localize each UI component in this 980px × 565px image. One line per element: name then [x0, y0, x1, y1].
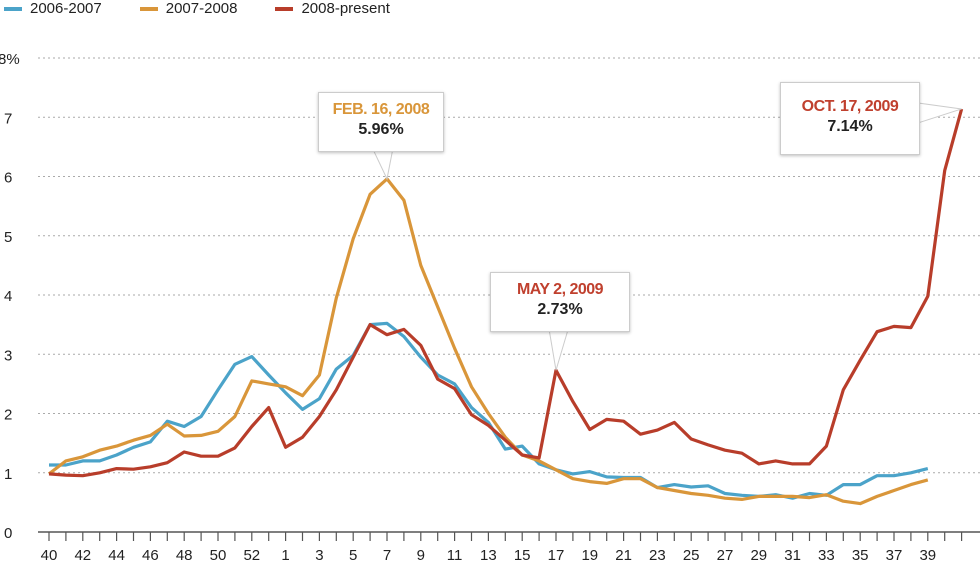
y-tick-label: 4	[4, 288, 12, 305]
x-tick-label: 37	[886, 547, 903, 564]
x-tick-label: 52	[243, 547, 260, 564]
y-tick-label: 7	[4, 110, 12, 127]
x-tick-label: 13	[480, 547, 497, 564]
y-tick-label: 6	[4, 170, 12, 187]
callout-date: MAY 2, 2009	[516, 281, 604, 298]
x-tick-label: 33	[818, 547, 835, 564]
legend-item-2008-present: 2008-present	[271, 0, 390, 17]
legend-swatch	[139, 6, 158, 11]
legend-item-2006-2007: 2006-2007	[0, 0, 102, 17]
x-tick-label: 9	[417, 547, 425, 564]
y-tick-label: 5	[4, 229, 12, 246]
y-tick-label: 3	[4, 347, 12, 364]
x-tick-label: 48	[176, 547, 193, 564]
legend-label: 2008-present	[301, 0, 390, 17]
x-tick-label: 44	[108, 547, 125, 564]
legend-item-2007-2008: 2007-2008	[136, 0, 238, 17]
x-tick-label: 17	[548, 547, 565, 564]
callout-value: 5.96%	[358, 121, 404, 138]
x-tick-label: 39	[919, 547, 936, 564]
callout-date: FEB. 16, 2008	[332, 101, 430, 118]
y-tick-label: 2	[4, 407, 12, 424]
x-tick-label: 11	[447, 547, 463, 564]
legend-label: 2007-2008	[165, 0, 238, 17]
x-tick-label: 35	[852, 547, 869, 564]
x-tick-label: 1	[281, 547, 289, 564]
legend-swatch	[275, 6, 294, 11]
x-tick-label: 50	[210, 547, 227, 564]
callout-pointer	[917, 102, 962, 124]
series-line-2007-2008	[48, 177, 929, 506]
legend-label: 2006-2007	[30, 0, 102, 17]
x-tick-label: 25	[683, 547, 700, 564]
x-tick-label: 31	[784, 547, 801, 564]
y-tick-label: 8%	[0, 51, 20, 68]
legend: 2006-2007 2007-2008 2008-present	[0, 0, 390, 17]
series-line-2008-present	[48, 108, 964, 478]
callout-feb-2008: FEB. 16, 2008 5.96%	[318, 92, 444, 152]
x-tick-label: 42	[74, 547, 91, 564]
x-tick-label: 27	[717, 547, 734, 564]
x-tick-label: 46	[142, 547, 159, 564]
x-tick-label: 21	[615, 547, 632, 564]
x-tick-label: 15	[514, 547, 531, 564]
x-tick-label: 3	[315, 547, 323, 564]
callout-oct-2009: OCT. 17, 2009 7.14%	[780, 82, 920, 155]
callout-date: OCT. 17, 2009	[801, 98, 899, 115]
x-tick-label: 29	[750, 547, 767, 564]
y-tick-label: 0	[4, 525, 12, 542]
legend-swatch	[4, 6, 22, 11]
x-tick-label: 23	[649, 547, 666, 564]
x-tick-label: 19	[581, 547, 598, 564]
callout-value: 7.14%	[827, 118, 873, 135]
x-tick-label: 7	[383, 547, 391, 564]
callout-value: 2.73%	[537, 301, 583, 318]
callout-may-2009: MAY 2, 2009 2.73%	[490, 272, 630, 332]
x-tick-label: 5	[349, 547, 357, 564]
y-tick-label: 1	[4, 466, 12, 483]
x-tick-label: 40	[41, 547, 58, 564]
